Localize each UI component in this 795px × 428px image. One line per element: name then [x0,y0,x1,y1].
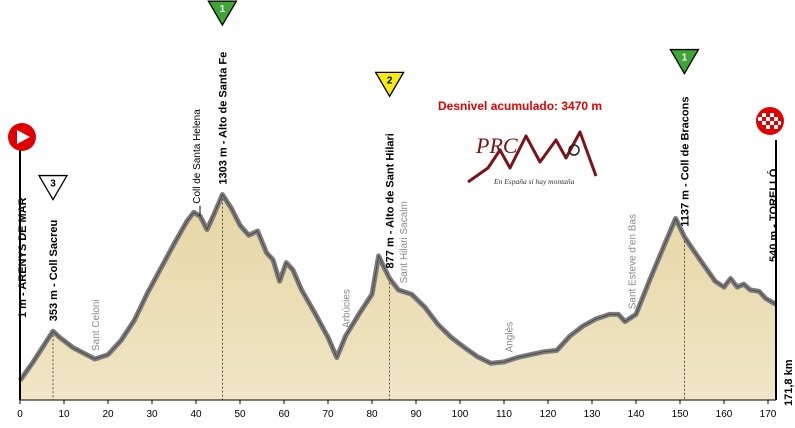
logo-tagline: En España sí hay montaña [493,177,575,186]
svg-text:1: 1 [682,53,688,64]
prc-logo: PRC En España sí hay montaña [467,130,598,186]
x-axis-ticks: 0 10 20 30 40 50 60 70 80 90 100 110 120 130 140 150 160… [17,400,777,420]
start-icon [8,123,36,151]
x-tick-label: 0 [17,409,23,420]
x-tick-label: 120 [540,409,557,420]
category-2-icon: 2 [374,71,405,98]
profile-area [20,194,776,400]
town-label: Sant Celoni [91,299,102,351]
town-label: Sant Hilari Sacalm [399,201,410,283]
category-3-icon: 3 [37,174,69,201]
x-tick-label: 140 [628,409,645,420]
x-tick-label: 130 [584,409,601,420]
x-tick-label: 20 [102,409,114,420]
pass-label: 1137 m - Coll de Bracons [679,97,691,227]
x-tick-label: 70 [322,409,334,420]
town-labels: Sant Celoni Arbúcies Sant Hilari Sacalm Ang… [91,201,639,352]
svg-text:2: 2 [387,75,393,86]
town-label: Anglès [504,322,515,353]
category-1-icon: 1 [669,48,700,75]
pass-label: 877 m - Alto de Sant Hilari [385,133,397,268]
pass-label: 1 m - ARENYS DE MAR [17,197,29,318]
pass-labels: 1 m - ARENYS DE MAR 353 m - Coll Sacreu Co… [17,52,780,321]
profile-area-layer [17,192,778,400]
pass-label: 353 m - Coll Sacreu [48,220,60,322]
profile-outline-inner [19,194,777,381]
x-tick-label: 150 [672,409,689,420]
desnivel-annotation: Desnivel acumulado: 3470 m [438,99,602,113]
x-tick-label: 160 [716,409,733,420]
category-1-icon: 1 [207,0,238,27]
town-label: Arbúcies [342,289,353,328]
summit-markers [52,198,685,400]
x-tick-label: 100 [452,409,469,420]
logo-cyclist-icon [568,144,580,156]
svg-text:1: 1 [220,4,226,15]
x-tick-label: 60 [278,409,290,420]
finish-flag-icon [756,107,784,135]
x-tick-label: 30 [146,409,158,420]
x-tick-label: 40 [190,409,202,420]
pass-label: 540 m - TORELLÓ [767,168,780,262]
x-tick-label: 80 [366,409,378,420]
x-tick-label: 10 [58,409,70,420]
total-distance-label: 171,8 km [783,359,795,406]
x-tick-label: 110 [496,409,512,420]
pass-label: 1303 m - Alto de Santa Fe [217,52,229,185]
climb-category-markers: 3 1 2 1 [37,0,700,201]
svg-text:3: 3 [50,179,56,190]
x-tick-label: 90 [410,409,422,420]
pass-label: Coll de Santa Helena [192,109,203,204]
town-label: Sant Esteve d'en Bas [628,214,639,309]
x-tick-label: 170 [760,409,777,420]
x-tick-label: 50 [234,409,246,420]
